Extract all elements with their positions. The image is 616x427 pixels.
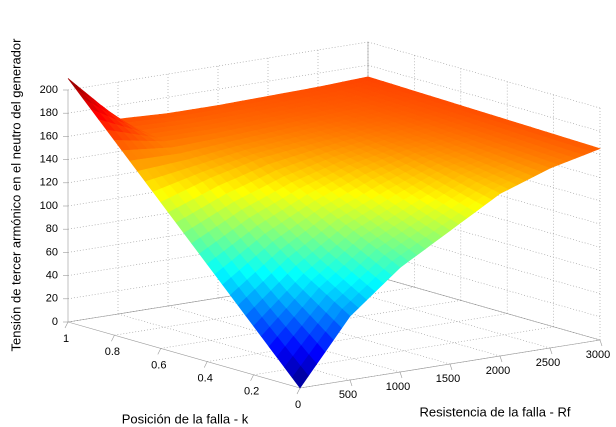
z-tick-label: 60 <box>46 246 58 258</box>
z-tick-label: 0 <box>52 316 58 328</box>
x-tick <box>203 361 208 368</box>
y-tick-label: 1000 <box>386 381 410 393</box>
x-tick-label: 0 <box>295 399 301 411</box>
z-tick-label: 160 <box>40 130 58 142</box>
z-tick-label: 40 <box>46 270 58 282</box>
y-tick-label: 2500 <box>536 357 560 369</box>
y-tick-label: 2000 <box>486 365 510 377</box>
z-tick-label: 80 <box>46 223 58 235</box>
x-tick-label: 1 <box>63 333 69 345</box>
grid-line <box>117 313 351 381</box>
y-tick-label: 500 <box>339 389 357 401</box>
surface-patch <box>67 78 85 95</box>
z-tick-label: 140 <box>40 154 58 166</box>
x-tick-label: 0.8 <box>105 346 120 358</box>
grid-line <box>367 64 601 132</box>
x-tick <box>64 321 69 329</box>
grid-line <box>367 41 601 109</box>
y-axis-label: Resistencia de la falla - Rf <box>419 404 570 419</box>
y-tick <box>349 379 353 387</box>
z-tick-label: 120 <box>40 177 58 189</box>
x-tick <box>157 348 162 355</box>
y-tick <box>599 339 603 347</box>
x-tick <box>250 374 254 381</box>
y-tick <box>549 347 553 355</box>
surface-patch <box>291 365 309 389</box>
y-tick <box>449 363 453 371</box>
z-tick-label: 180 <box>40 107 58 119</box>
y-tick <box>399 371 403 379</box>
x-tick-label: 0.2 <box>244 386 259 398</box>
x-axis-label: Posición de la falla - k <box>122 411 249 426</box>
grid-line <box>367 273 601 341</box>
y-tick <box>499 355 503 363</box>
z-tick-label: 200 <box>40 84 58 96</box>
x-axis <box>67 321 301 389</box>
y-tick-label: 1500 <box>436 373 460 385</box>
z-axis-label: Tensión de tercer armónico en el neutro … <box>8 38 23 352</box>
x-tick-label: 0.4 <box>198 373 213 385</box>
x-tick <box>296 387 301 395</box>
y-tick-label: 3000 <box>586 349 610 361</box>
x-tick-label: 0.6 <box>151 359 166 371</box>
z-tick-label: 100 <box>40 200 58 212</box>
z-tick-label: 20 <box>46 293 58 305</box>
x-tick <box>111 335 115 342</box>
